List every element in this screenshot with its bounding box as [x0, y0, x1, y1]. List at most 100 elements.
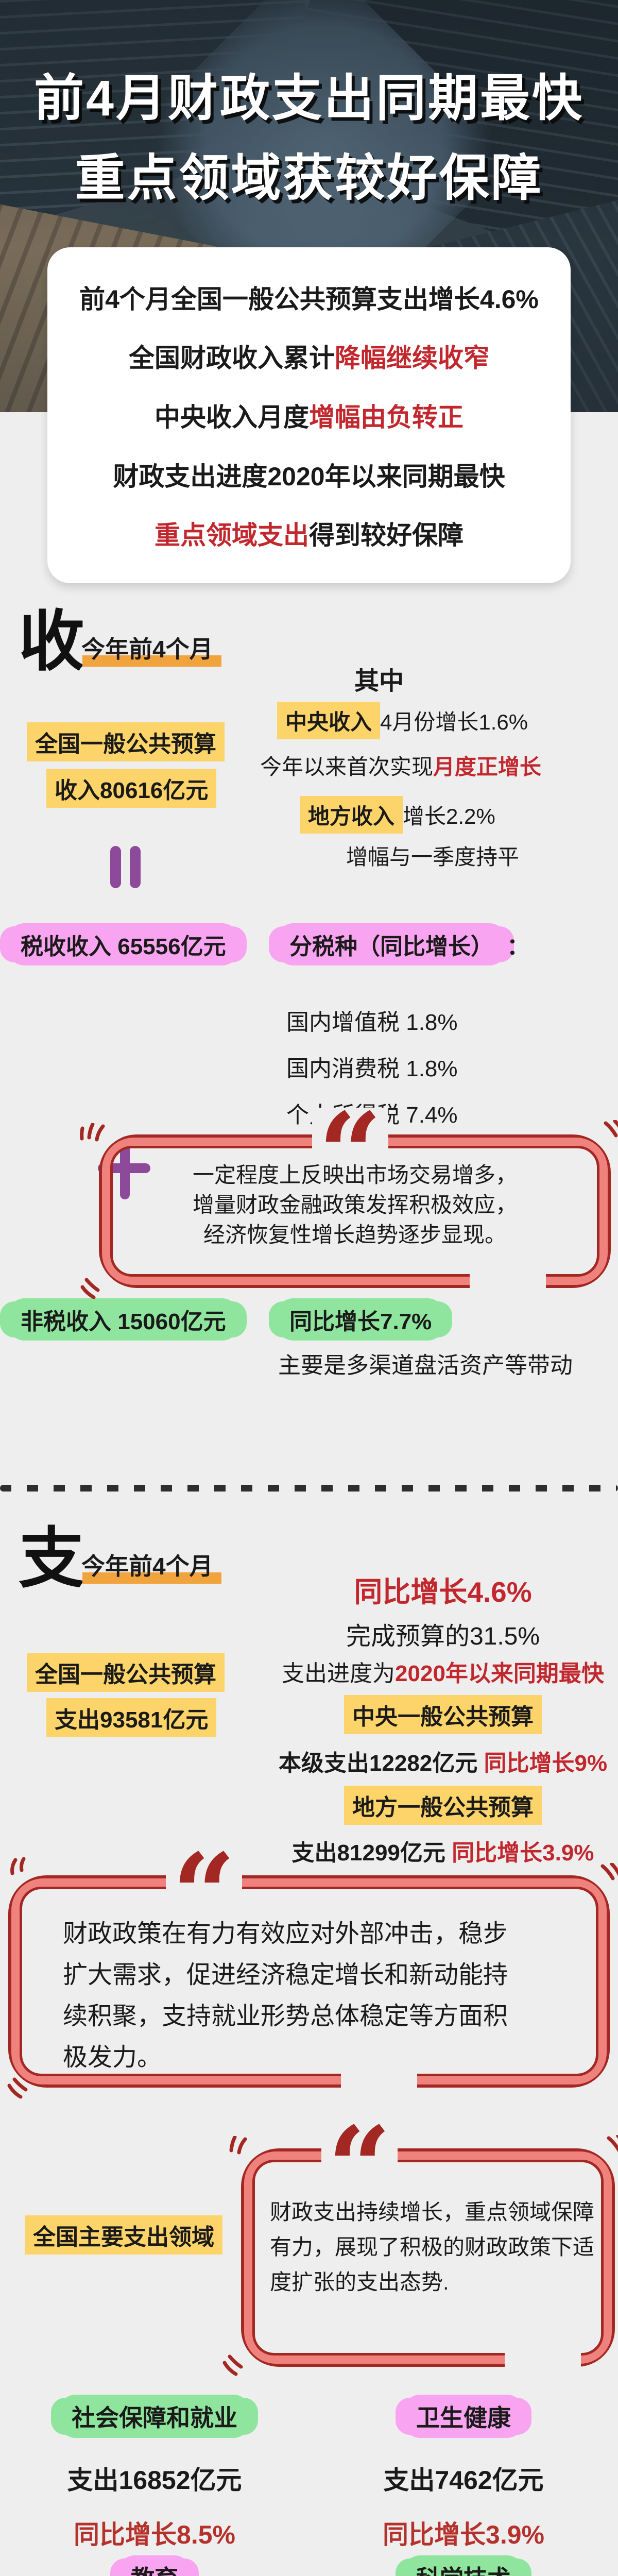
quote-close-icon: ”: [341, 2058, 417, 2113]
quote-bubble-policy: 财政政策在有力有效应对外部冲击，稳步 扩大需求，促进经济稳定增长和新动能持 续积…: [7, 1849, 618, 2113]
category-label: 教育: [117, 2555, 192, 2576]
expense-amount-label: 支出93581亿元: [46, 1698, 217, 1737]
category-label: 社会保障和就业: [58, 2395, 251, 2438]
quote-open-icon: “: [166, 1849, 242, 1904]
quote-line: 续积聚，支持就业形势总体稳定等方面积: [63, 2003, 508, 2030]
quote-line: 度扩张的支出态势.: [270, 2270, 449, 2294]
pace-text-red: 2020年以来同期最快: [395, 1661, 604, 1686]
quote-close-icon: ”: [470, 1258, 546, 1314]
central-budget-label-line: 中央一般公共预算: [278, 1695, 608, 1734]
quote-line: 极发力。: [63, 2044, 162, 2071]
swoosh-icon: [607, 2135, 618, 2152]
income-local-line: 地方收入 增长2.2%: [300, 796, 495, 834]
nontax-revenue-highlight: 非税收入 15060亿元: [7, 1298, 239, 1341]
category-growth: 同比增长3.9%: [383, 2520, 544, 2549]
category-amount: 支出7462亿元: [383, 2466, 544, 2495]
local-spending-line: 支出81299亿元 同比增长3.9%: [278, 1834, 608, 1867]
tax-revenue-highlight: 税收收入 65556亿元: [7, 923, 239, 965]
summary-card: 前4个月全国一般公共预算支出增长4.6% 全国财政收入累计降幅继续收窄 中央收入…: [47, 247, 571, 583]
category-education: 教育 支出14481亿元 同比增长7.4%: [0, 2555, 309, 2576]
period-text: 今年前4个月: [81, 1553, 213, 1580]
summary-line: 全国财政收入累计降幅继续收窄: [129, 337, 489, 375]
income-period-label: 今年前4个月: [81, 631, 221, 667]
local-spending-growth: 同比增长3.9%: [452, 1840, 594, 1866]
category-science: 科学技术 支出2953亿元 同比增长3.9%: [309, 2555, 618, 2576]
quote-line: 扩大需求，促进经济稳定增长和新动能持: [63, 1961, 508, 1989]
quote-line: 有力，展现了积极的财政政策下适: [270, 2235, 595, 2259]
local-income-rest: 增长2.2%: [403, 804, 495, 828]
quote-line: 增量财政金融政策发挥积极效应，: [192, 1193, 517, 1217]
income-central-line: 中央收入 4月份增长1.6%: [277, 702, 528, 739]
swoosh-icon: [7, 2077, 28, 2099]
swoosh-icon: [10, 1857, 26, 1875]
quote-text: 财政支出持续增长，重点领域保障 有力，展现了积极的财政政策下适 度扩张的支出态势…: [270, 2195, 596, 2300]
category-health: 卫生健康 支出7462亿元 同比增长3.9%: [309, 2395, 618, 2551]
first-text: 今年以来首次实现: [260, 755, 434, 779]
income-budget-label: 全国一般公共预算: [27, 722, 225, 761]
quote-open-icon: “: [321, 2122, 398, 2177]
central-income-highlight: 中央收入: [277, 702, 381, 739]
first-text-red: 月度正增长: [433, 755, 542, 779]
main-title-line1: 前4月财政支出同期最快: [34, 70, 584, 126]
tax-item: 国内消费税 1.8%: [286, 1056, 458, 1081]
income-amount-label: 收入80616亿元: [46, 769, 217, 808]
nontax-note: 主要是多渠道盘活资产等带动: [278, 1353, 573, 1378]
main-title-line2: 重点领域获较好保障: [75, 150, 543, 206]
tax-item: 国内增值税 1.8%: [286, 1010, 458, 1035]
swoosh-icon: [229, 2136, 247, 2155]
central-spending-line: 本级支出12282亿元 同比增长9%: [278, 1744, 608, 1777]
category-social-security: 社会保障和就业 支出16852亿元 同比增长8.5%: [0, 2395, 309, 2551]
quote-line: 财政政策在有力有效应对外部冲击，稳步: [63, 1920, 508, 1947]
expense-section-char: 支: [19, 1522, 85, 1596]
income-section-char: 收: [19, 605, 85, 679]
summary-line: 重点领域支出得到较好保障: [154, 515, 464, 552]
swoosh-icon: [222, 2354, 243, 2376]
quote-text: 财政政策在有力有效应对外部冲击，稳步 扩大需求，促进经济稳定增长和新动能持 续积…: [63, 1913, 586, 2078]
bubble-inner-line: [20, 1887, 598, 2076]
summary-line: 前4个月全国一般公共预算支出增长4.6%: [79, 284, 539, 314]
expense-progress-line: 完成预算的31.5%: [346, 1623, 540, 1650]
expense-growth-line: 同比增长4.6%: [354, 1576, 532, 1608]
nontax-growth-highlight: 同比增长7.7%: [276, 1298, 445, 1341]
expense-pace-line: 支出进度为2020年以来同期最快: [278, 1655, 608, 1688]
central-spending-amount: 本级支出12282亿元: [278, 1751, 478, 1776]
swoosh-icon: [80, 1278, 100, 1299]
local-budget-highlight: 地方一般公共预算: [344, 1786, 542, 1825]
orange-underline: [82, 655, 221, 667]
category-label: 卫生健康: [403, 2395, 524, 2438]
local-spending-amount: 支出81299亿元: [291, 1840, 445, 1866]
summary-text: 得到较好保障: [309, 521, 464, 550]
summary-text-red: 增幅由负转正: [309, 402, 464, 432]
orange-underline: [82, 1572, 221, 1584]
central-spending-growth: 同比增长9%: [484, 1751, 608, 1776]
central-income-rest: 4月份增长1.6%: [380, 710, 528, 734]
summary-text: 全国财政收入累计: [129, 344, 335, 373]
category-amount: 支出16852亿元: [67, 2466, 242, 2495]
income-flat-line: 增幅与一季度持平: [346, 845, 520, 869]
income-among-label: 其中: [354, 668, 404, 695]
quote-open-icon: “: [312, 1108, 388, 1163]
income-first-line: 今年以来首次实现月度正增长: [260, 750, 541, 781]
expense-period-label: 今年前4个月: [81, 1548, 221, 1584]
summary-line: 财政支出进度2020年以来同期最快: [113, 462, 505, 491]
swoosh-icon: [80, 1123, 105, 1142]
dashed-divider: [0, 1485, 618, 1492]
swoosh-icon: [604, 1120, 618, 1138]
main-areas-label: 全国主要支出领域: [25, 2215, 222, 2255]
summary-text: 中央收入月度: [154, 402, 309, 432]
bubble-band: [11, 1878, 607, 2084]
expense-budget-label: 全国一般公共预算: [27, 1653, 225, 1692]
summary-text-red: 降幅继续收窄: [335, 344, 489, 373]
category-label: 科学技术: [403, 2555, 524, 2576]
summary-line: 中央收入月度增幅由负转正: [154, 397, 464, 434]
central-budget-highlight: 中央一般公共预算: [344, 1695, 542, 1734]
period-text: 今年前4个月: [81, 636, 213, 663]
quote-line: 经济恢复性增长趋势逐步显现。: [203, 1223, 506, 1247]
category-growth: 同比增长8.5%: [74, 2520, 235, 2549]
quote-line: 一定程度上反映出市场交易增多，: [192, 1163, 517, 1187]
bytax-highlight: 分税种（同比增长）: [276, 923, 507, 965]
local-income-highlight: 地方收入: [300, 796, 403, 834]
quote-close-icon: ”: [505, 2337, 581, 2393]
bubble-inner-line: [252, 2160, 604, 2355]
